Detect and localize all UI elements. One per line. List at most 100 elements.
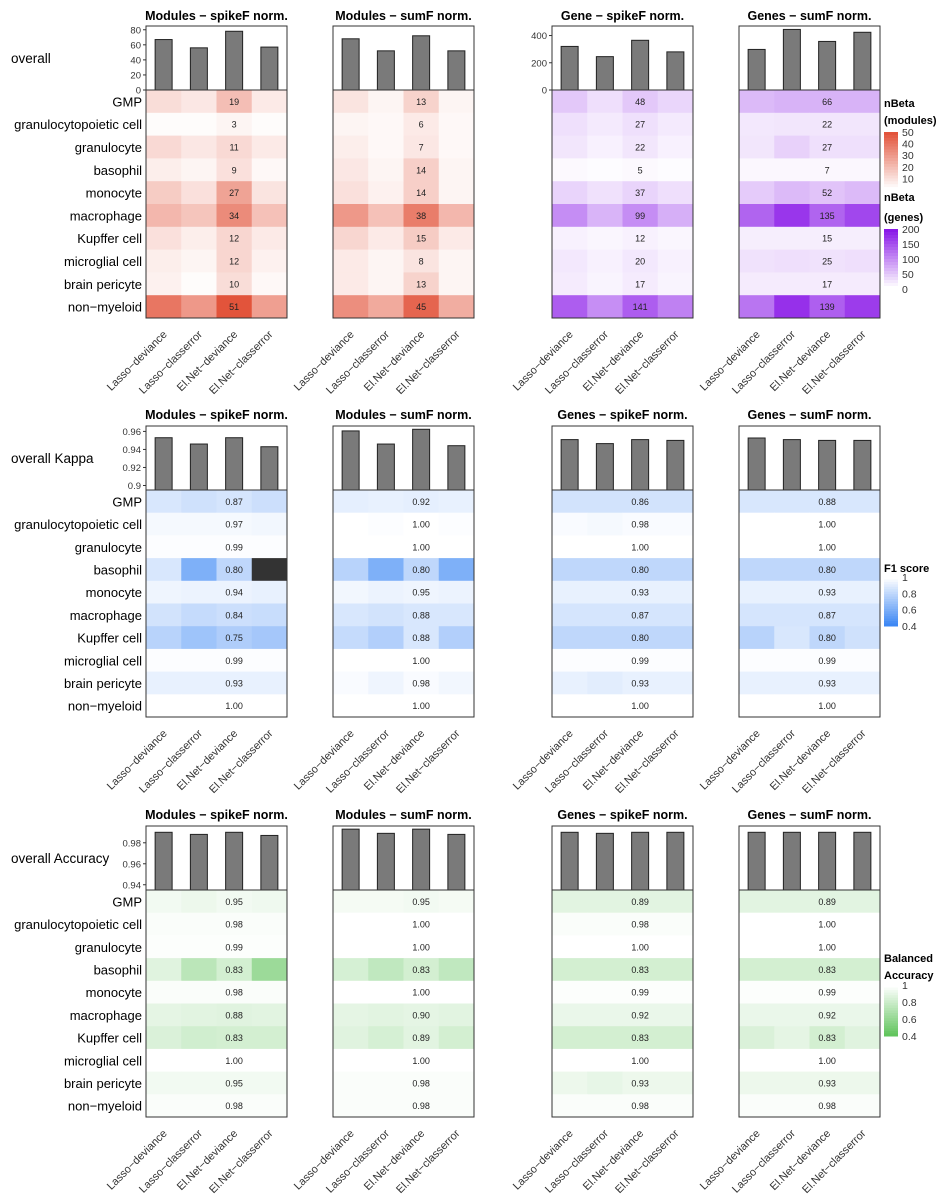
heat-cell [216, 958, 253, 982]
heat-cell [216, 490, 253, 514]
heat-cell [809, 226, 846, 250]
heat-cell [403, 158, 440, 182]
heat-cell [333, 158, 369, 182]
subplot-title: Genes − spikeF norm. [557, 408, 687, 422]
heat-cell [216, 181, 253, 205]
cell-label: 1.00 [412, 942, 430, 952]
heat-cell [216, 112, 253, 136]
cell-label: 1.00 [631, 942, 649, 952]
y-tick-label: 0.94 [123, 880, 142, 891]
legend-tick: 0 [902, 284, 908, 296]
heat-cell [146, 490, 182, 514]
heat-cell [251, 535, 288, 559]
heat-cell [739, 181, 775, 205]
heat-cell [739, 694, 775, 718]
y-tick-label: 0.96 [123, 427, 142, 438]
heat-cell [403, 558, 440, 582]
heat-cell [552, 135, 588, 159]
subplot-2-1: Modules − spikeF norm. 0.9 0.92 0.94 0.96 0.8… [105, 408, 288, 796]
method-label: Lasso−deviance [105, 329, 170, 394]
heat-cell [809, 1026, 846, 1050]
heat-frame [551, 889, 694, 1118]
heat-cell [587, 558, 623, 582]
overall-label: overall [11, 51, 51, 66]
legend-swatch [884, 256, 898, 260]
legend-swatch [884, 995, 898, 999]
y-tick-label: 0.9 [128, 481, 141, 492]
heat-cell [333, 535, 369, 559]
legend-swatch [884, 132, 898, 136]
heat-cell [216, 1071, 253, 1095]
heat-cell [622, 90, 659, 114]
legend-swatch [884, 169, 898, 174]
row-label: macrophage [70, 608, 142, 623]
heat-cell [774, 626, 810, 650]
heat-cell [587, 1048, 623, 1072]
heat-cell [368, 603, 404, 627]
legend-swatch [884, 603, 898, 607]
method-label: El.Net−classerror [207, 727, 276, 796]
legend-swatch [884, 232, 898, 236]
heat-cell [739, 1094, 775, 1118]
method-label: Lasso−classerror [324, 1127, 392, 1195]
row-label: monocyte [86, 186, 142, 201]
cell-label: 1.00 [818, 701, 836, 711]
heat-cell [438, 958, 475, 982]
heat-cell [552, 490, 588, 514]
bar [631, 439, 650, 491]
heat-cell [809, 890, 846, 914]
heat-cell [146, 1026, 182, 1050]
row-label: GMP [112, 494, 142, 509]
heat-cell [844, 112, 881, 136]
heat-cell [844, 490, 881, 514]
row-label: basophil [94, 163, 143, 178]
heat-cell [438, 671, 475, 695]
heat-cell [403, 580, 440, 604]
legend-title: nBeta [884, 192, 915, 204]
heat-cell [587, 249, 623, 273]
heat-cell [809, 181, 846, 205]
heat-cell [587, 535, 623, 559]
heat-cell [181, 272, 217, 296]
cell-label: 15 [416, 234, 426, 244]
panel-3: overall Accuracy GMP granulocytopoietic ce… [11, 808, 934, 1196]
row-label: basophil [94, 962, 143, 977]
heat-cell [403, 90, 440, 114]
cell-label: 34 [229, 211, 239, 221]
heat-cell [739, 671, 775, 695]
bar [595, 832, 614, 891]
heat-cell [146, 958, 182, 982]
heat-cell [587, 1003, 623, 1027]
heat-cell [251, 1048, 288, 1072]
cell-label: 1.00 [412, 542, 430, 552]
heat-cell [438, 626, 475, 650]
heat-cell [657, 935, 694, 959]
heat-cell [368, 535, 404, 559]
heat-cell [251, 295, 288, 319]
heat-cell [622, 694, 659, 718]
cell-label: 0.93 [818, 678, 836, 688]
heat-cell [368, 558, 404, 582]
legend-swatch [884, 1015, 898, 1019]
cell-label: 1.00 [818, 1056, 836, 1066]
heat-cell [333, 135, 369, 159]
heat-cell [739, 626, 775, 650]
bar [631, 39, 650, 91]
y-tick-label: 400 [531, 31, 547, 42]
heat-cell [146, 135, 182, 159]
heat-cell [368, 1071, 404, 1095]
heat-cell [438, 912, 475, 936]
cell-label: 1.00 [412, 920, 430, 930]
heat-cell [622, 626, 659, 650]
cell-label: 17 [822, 279, 832, 289]
heat-cell [657, 980, 694, 1004]
heat-cell [739, 603, 775, 627]
heat-cell [251, 580, 288, 604]
heat-cell [438, 181, 475, 205]
heat-cell [844, 1026, 881, 1050]
heat-cell [146, 204, 182, 228]
heat-cell [251, 90, 288, 114]
heat-cell [181, 671, 217, 695]
